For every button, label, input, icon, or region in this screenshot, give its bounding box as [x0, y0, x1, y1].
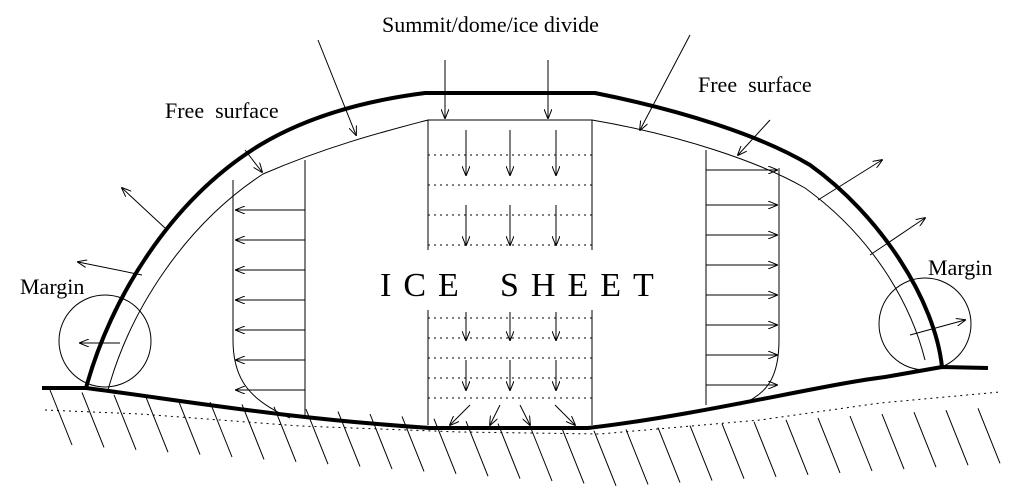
hatch-line — [625, 429, 649, 485]
left-flank-arrows — [236, 210, 305, 390]
hatch-line — [657, 427, 681, 483]
ablation-arrow — [122, 188, 166, 229]
ablation-arrow — [817, 160, 882, 201]
hatch-line — [945, 410, 969, 466]
hatch-line — [49, 389, 73, 446]
hatch-line — [209, 401, 233, 458]
bedrock-dotted-line — [44, 391, 1001, 435]
label-sheet: SHEET — [500, 267, 666, 304]
label-free-surface-right: Free surface — [698, 72, 812, 97]
right-flank-arrows — [706, 170, 777, 385]
ablation-arrow — [78, 262, 143, 276]
inner-surface-line — [107, 119, 926, 391]
ice-bed-line — [42, 365, 989, 430]
hatch-line — [785, 419, 809, 476]
surface-flux-arrows — [78, 34, 965, 343]
hatch-line — [241, 404, 265, 460]
bed-spread-arrow — [490, 404, 501, 425]
ice-surface-outline — [84, 91, 944, 389]
label-free-surface-left: Free surface — [165, 98, 279, 123]
ablation-arrow — [869, 218, 925, 256]
accumulation-arrow — [244, 149, 262, 172]
accumulation-arrow — [640, 34, 691, 130]
hatch-line — [497, 423, 521, 479]
hatch-line — [177, 399, 201, 455]
bed-spread-arrow — [450, 404, 471, 425]
ablation-arrow — [909, 320, 965, 336]
label-margin-left: Margin — [20, 274, 84, 299]
label-ice: ICE — [380, 267, 471, 304]
hatch-line — [721, 423, 745, 479]
hatch-line — [753, 421, 777, 477]
left-flank-profile — [232, 160, 306, 419]
hatch-line — [273, 406, 297, 462]
bed-spread-arrow — [554, 404, 575, 425]
hatch-line — [977, 408, 1001, 464]
hatch-line — [689, 425, 713, 481]
hatch-line — [881, 413, 905, 470]
hatch-line — [561, 428, 585, 484]
hatch-line — [113, 394, 137, 450]
hatch-line — [849, 415, 873, 472]
accumulation-arrow — [317, 39, 356, 135]
hatch-line — [81, 392, 105, 448]
hatch-line — [465, 421, 489, 477]
accumulation-arrow — [738, 119, 771, 155]
hatch-line — [817, 417, 841, 474]
bed-spread-arrow — [519, 404, 530, 425]
margin-circle-right — [878, 277, 972, 371]
hatch-line — [145, 397, 169, 453]
margin-circle-left — [58, 294, 152, 388]
hatch-line — [593, 430, 617, 486]
label-margin-right: Margin — [928, 255, 992, 280]
right-flank-profile — [705, 150, 780, 406]
divide-downward-arrows — [450, 130, 575, 425]
hatch-line — [529, 425, 553, 482]
hatch-line — [913, 411, 937, 468]
label-summit: Summit/dome/ice divide — [382, 12, 599, 37]
